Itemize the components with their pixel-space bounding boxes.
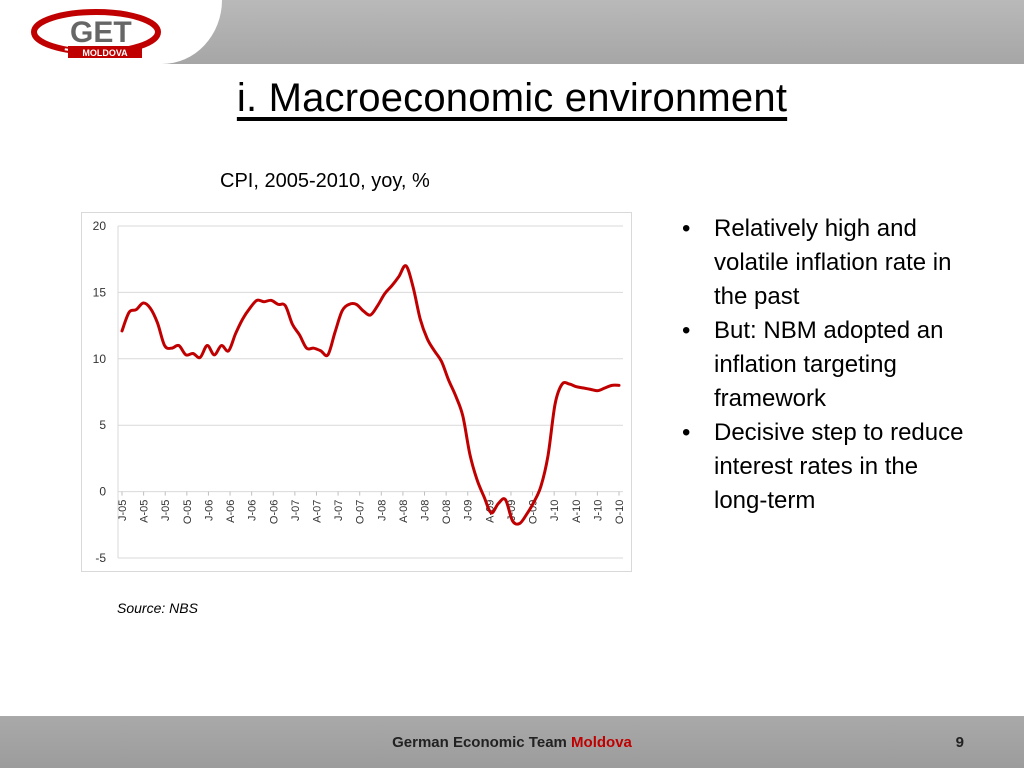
cpi-line-chart: -5 0 5 10 15 20 J-05 A-05 J-05 O-05 J-06 A-06 J-06 O… xyxy=(93,219,626,565)
slide-title: i. Macroeconomic environment xyxy=(236,76,788,120)
page-number: 9 xyxy=(955,734,964,751)
x-tick-label: J-06 xyxy=(247,500,259,521)
x-tick-label: J-09 xyxy=(463,500,475,521)
footer-text: German Economic Team Moldova xyxy=(0,734,1024,751)
bullet-text: But: NBM adopted an inflation targeting … xyxy=(714,317,944,412)
bullet-item: • Relatively high and volatile inflation … xyxy=(676,212,976,314)
footer-main: German Economic Team xyxy=(392,734,572,751)
x-tick-label: J-08 xyxy=(376,500,388,521)
x-tick-label: O-07 xyxy=(355,500,367,524)
x-tick-label: O-05 xyxy=(182,500,194,524)
x-tick-label: J-07 xyxy=(333,500,345,521)
x-tick-label: J-08 xyxy=(420,500,432,521)
bullet-dot-icon: • xyxy=(682,317,691,344)
y-tick-label: 5 xyxy=(99,418,106,432)
x-tick-label: J-10 xyxy=(592,500,604,521)
y-tick-label: -5 xyxy=(95,551,106,565)
footer-bar: German Economic Team Moldova 9 xyxy=(0,716,1024,768)
get-moldova-logo: GET MOLDOVA xyxy=(31,9,161,58)
y-tick-label: 10 xyxy=(93,352,107,366)
bullet-list: • Relatively high and volatile inflation … xyxy=(676,212,976,518)
chart-title: CPI, 2005-2010, yoy, % xyxy=(220,170,430,192)
x-tick-label: O-06 xyxy=(268,500,280,524)
x-tick-label: A-06 xyxy=(225,500,237,523)
x-tick-label: J-10 xyxy=(549,500,561,521)
y-tick-label: 20 xyxy=(93,219,107,233)
logo-subtext: MOLDOVA xyxy=(82,48,128,58)
y-tick-label: 0 xyxy=(99,485,106,499)
chart-frame: -5 0 5 10 15 20 J-05 A-05 J-05 O-05 J-06 A-06 J-06 O… xyxy=(81,212,632,572)
x-tick-label: O-10 xyxy=(614,500,626,524)
x-tick-label: A-10 xyxy=(571,500,583,523)
logo-area: GET MOLDOVA xyxy=(0,0,222,64)
logo-text: GET xyxy=(70,16,132,49)
bullet-item: • But: NBM adopted an inflation targeting… xyxy=(676,314,976,416)
x-tick-label: O-08 xyxy=(441,500,453,524)
x-tick-label: A-08 xyxy=(398,500,410,523)
cpi-series-line xyxy=(120,264,621,526)
x-tick-label: A-05 xyxy=(139,500,151,523)
footer-accent: Moldova xyxy=(571,734,632,751)
bullet-dot-icon: • xyxy=(682,419,691,446)
source-note: Source: NBS xyxy=(117,600,198,616)
bullet-text: Relatively high and volatile inflation r… xyxy=(714,215,952,310)
bullet-item: • Decisive step to reduce interest rates … xyxy=(676,416,976,518)
bullet-text: Decisive step to reduce interest rates i… xyxy=(714,419,964,514)
x-tick-label: A-07 xyxy=(311,500,323,523)
x-tick-label: J-06 xyxy=(203,500,215,521)
x-tick-label: J-07 xyxy=(290,500,302,521)
x-tick-label: J-05 xyxy=(117,500,129,521)
y-tick-label: 15 xyxy=(93,285,107,299)
x-tick-label: J-05 xyxy=(160,500,172,521)
bullet-dot-icon: • xyxy=(682,215,691,242)
